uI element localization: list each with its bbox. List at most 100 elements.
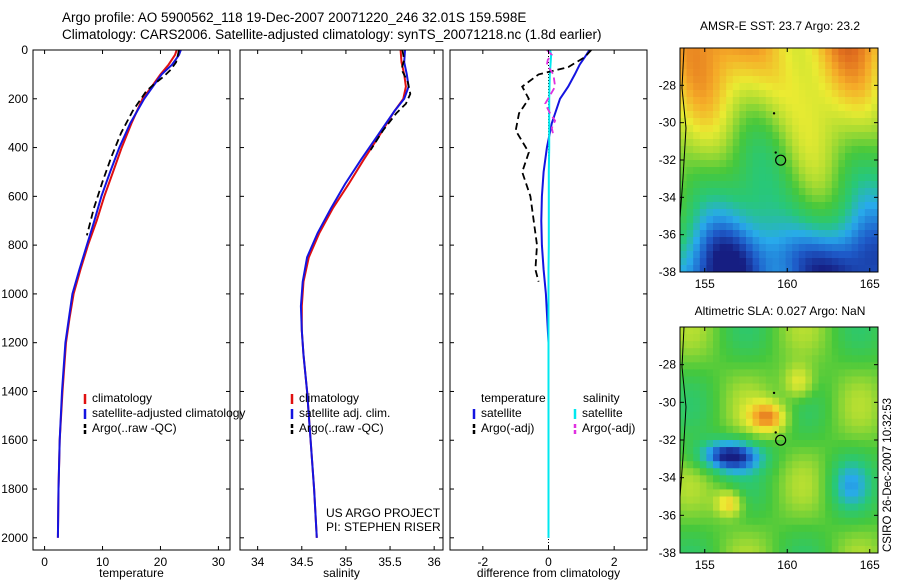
heatmap-cell (772, 432, 780, 441)
heatmap-cell (851, 104, 859, 112)
heatmap-cell (864, 334, 872, 342)
heatmap-cell (765, 69, 773, 77)
legend-title: temperature (481, 391, 546, 405)
heatmap-cell (699, 244, 707, 252)
heatmap-cell (825, 425, 833, 434)
heatmap-cell (805, 503, 813, 512)
heatmap-cell (798, 531, 806, 540)
heatmap-cell (871, 111, 879, 119)
heatmap-cell (765, 167, 773, 175)
heatmap-cell (719, 503, 727, 512)
heatmap-cell (732, 461, 740, 469)
heatmap-cell (831, 244, 839, 252)
heatmap-cell (785, 230, 793, 238)
heatmap-cell (680, 153, 687, 161)
heatmap-cell (785, 397, 793, 406)
heatmap-cell (693, 55, 701, 63)
heatmap-cell (772, 362, 780, 370)
heatmap-cell (739, 397, 747, 406)
track-dot (772, 112, 776, 115)
heatmap-cell (706, 482, 714, 490)
heatmap-cell (686, 468, 694, 476)
heatmap-cell (713, 447, 720, 455)
heatmap-cell (864, 209, 872, 217)
heatmap-cell (798, 209, 806, 217)
heatmap-cell (765, 369, 773, 377)
heatmap-cell (739, 369, 747, 377)
heatmap-cell (746, 69, 753, 77)
heatmap-cell (752, 244, 760, 252)
heatmap-cell (838, 237, 846, 245)
heatmap-cell (838, 48, 846, 56)
heatmap-cell (719, 230, 727, 238)
heatmap-cell (845, 461, 852, 469)
x-axis-label: temperature (99, 566, 164, 580)
heatmap-cell (765, 362, 773, 370)
heatmap-cell (732, 237, 740, 245)
heatmap-cell (706, 216, 714, 224)
heatmap-cell (831, 545, 839, 554)
heatmap-cell (792, 97, 800, 105)
heatmap-cell (759, 209, 767, 217)
heatmap-cell (713, 503, 720, 512)
heatmap-cell (693, 531, 701, 540)
heatmap-cell (732, 418, 740, 427)
heatmap-cell (759, 132, 767, 140)
heatmap-cell (739, 362, 747, 370)
heatmap-cell (772, 111, 780, 119)
heatmap-cell (686, 538, 694, 547)
heatmap-cell (732, 545, 740, 554)
heatmap-cell (746, 237, 753, 245)
heatmap-cell (699, 188, 707, 196)
heatmap-cell (713, 531, 720, 540)
heatmap-cell (818, 153, 826, 161)
heatmap-cell (713, 62, 720, 70)
heatmap-cell (719, 538, 727, 547)
heatmap-cell (686, 181, 694, 189)
heatmap-cell (858, 440, 866, 448)
heatmap-cell (831, 174, 839, 182)
heatmap-cell (746, 90, 753, 98)
heatmap-cell (792, 181, 800, 189)
heatmap-cell (706, 418, 714, 427)
heatmap-cell (752, 167, 760, 175)
heatmap-cell (739, 524, 747, 533)
heatmap-cell (831, 55, 839, 63)
heatmap-cell (838, 230, 846, 238)
heatmap-cell (838, 524, 846, 533)
heatmap-cell (838, 496, 846, 504)
heatmap-cell (739, 230, 747, 238)
heatmap-cell (851, 230, 859, 238)
heatmap-cell (765, 76, 773, 84)
heatmap-cell (765, 83, 773, 91)
heatmap-cell (785, 244, 793, 252)
heatmap-cell (812, 55, 819, 63)
heatmap-cell (752, 118, 760, 126)
heatmap-cell (838, 432, 846, 441)
heatmap-cell (765, 545, 773, 554)
heatmap-cell (871, 496, 879, 504)
heatmap-cell (792, 244, 800, 252)
heatmap-cell (838, 454, 846, 462)
heatmap-cell (871, 188, 879, 196)
heatmap-cell (858, 327, 866, 335)
heatmap-cell (838, 139, 846, 147)
heatmap-cell (858, 461, 866, 469)
heatmap-cell (864, 174, 872, 182)
heatmap-cell (759, 160, 767, 168)
heatmap-cell (739, 139, 747, 147)
heatmap-cell (726, 202, 734, 210)
heatmap-cell (858, 111, 866, 119)
heatmap-cell (752, 83, 760, 91)
heatmap-cell (713, 411, 720, 420)
heatmap-cell (831, 454, 839, 462)
figure-title-line2: Climatology: CARS2006. Satellite-adjuste… (62, 27, 602, 42)
heatmap-cell (805, 258, 813, 266)
heatmap-cell (739, 181, 747, 189)
heatmap-cell (792, 369, 800, 377)
heatmap-cell (831, 334, 839, 342)
heatmap-cell (825, 90, 833, 98)
heatmap-cell (765, 496, 773, 504)
heatmap-cell (871, 355, 879, 363)
heatmap-cell (798, 223, 806, 231)
